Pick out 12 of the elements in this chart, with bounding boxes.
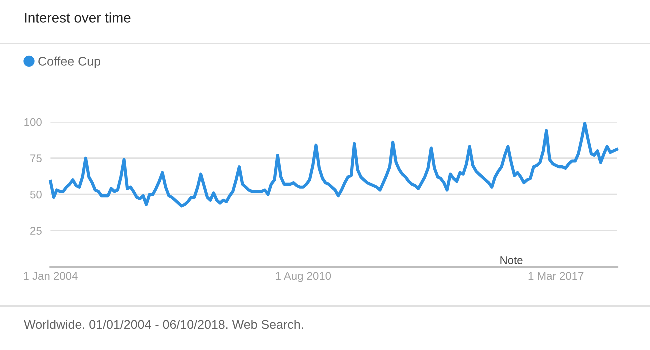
y-tick-label: 100 [24, 118, 42, 126]
legend-label: Coffee Cup [38, 56, 100, 68]
x-tick-label: 1 Jan 2004 [24, 272, 78, 280]
x-tick-label: 1 Mar 2017 [528, 272, 584, 280]
y-tick-label: 25 [30, 227, 42, 235]
y-tick-label: 50 [30, 190, 42, 199]
line-series [49, 122, 619, 208]
y-tick-label: 75 [30, 154, 42, 163]
annotation: Note [500, 256, 523, 264]
chart-title: Interest over time [25, 12, 131, 23]
x-tick-label: 1 Aug 2010 [276, 272, 332, 282]
text: Worldwide. 01/01/2004 - 06/10/2018. Web Search. [24, 320, 304, 330]
